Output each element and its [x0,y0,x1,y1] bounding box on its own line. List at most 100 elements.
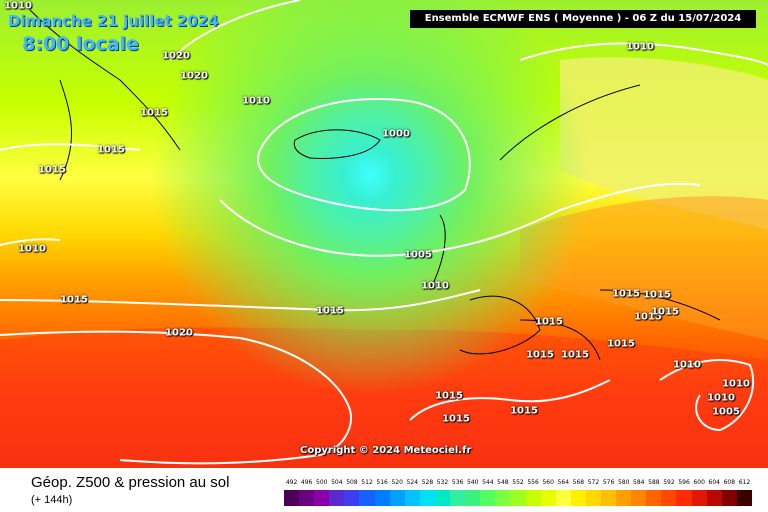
legend-value: 612 [738,479,751,486]
legend-value: 524 [406,479,419,486]
legend-value: 528 [421,479,434,486]
isobar-label: 1015 [442,413,470,425]
legend-value: 596 [678,479,690,486]
isobar-label: 1015 [140,107,168,119]
isobar-label: 1010 [707,392,735,404]
legend-swatch [585,490,601,506]
isobar-label: 1015 [435,390,463,402]
isobar-1010-mid [219,182,701,257]
legend-swatch [706,490,722,506]
isobar-label: 1020 [180,70,208,82]
legend-swatch [691,490,707,506]
legend-swatch [404,490,420,506]
legend-value: 512 [361,479,373,486]
legend-swatch [389,490,405,506]
isobar-1015-mediterranean [409,379,611,421]
isobar-label: 1015 [316,305,344,317]
legend-swatch [450,490,466,506]
legend-value: 588 [648,479,660,486]
legend-swatch [374,490,390,506]
isobar-1020 [0,330,352,465]
legend-swatch [284,490,300,506]
isobar-label: 1010 [722,378,750,390]
isobar-label: 1005 [404,249,432,261]
legend-swatch [525,490,541,506]
europe-coast [429,84,721,361]
low-pressure-center [0,0,768,468]
isobar-label: 1015 [526,349,554,361]
chart-title: Géop. Z500 & pression au sol [31,474,230,491]
model-run-banner: Ensemble ECMWF ENS ( Moyenne ) - 06 Z du… [410,10,756,28]
isobar-label: 1015 [535,316,563,328]
legend-value: 504 [331,479,343,486]
legend-labels: 492 496 500 504 508 512 516 520 524 528 532 536 540 5… [284,479,752,489]
isobar-label: 1015 [651,306,679,318]
pressure-map [0,0,768,468]
legend-value: 604 [708,479,720,486]
legend-value: 492 [285,479,298,486]
legend-value: 544 [482,479,494,486]
legend-value: 580 [617,479,630,486]
isobar-label: 1005 [712,406,740,418]
isobar-label: 1010 [4,0,32,12]
isobar-label: 1010 [673,359,701,371]
legend-value: 500 [316,479,328,486]
forecast-date: Dimanche 21 juillet 2024 [8,12,219,30]
legend-swatch [359,490,375,506]
legend-swatch [434,490,451,506]
legend-value: 536 [451,479,464,486]
isobar-label: 1015 [510,405,538,417]
isobar-1010-east [659,359,755,432]
legend-value: 496 [300,479,313,486]
forecast-range: (+ 144h) [31,494,73,506]
isobar-label: 1015 [643,289,671,301]
isobar-1000 [257,98,471,212]
legend-value: 592 [663,479,675,486]
legend-swatch [314,490,330,506]
legend-value: 540 [466,479,479,486]
legend-swatch [344,490,360,506]
legend-value: 548 [497,479,509,486]
iceland-coast [293,129,381,159]
legend-swatch [329,490,345,506]
legend-swatch [721,490,737,506]
legend-value: 600 [693,479,705,486]
legend-swatch [600,490,617,506]
isobar-label: 1020 [162,50,190,62]
legend-swatch [540,490,556,506]
legend-swatch [495,490,511,506]
isobar-label: 1015 [38,164,66,176]
legend-value: 560 [542,479,554,486]
isobar-1010-north [169,0,768,66]
legend-value: 568 [572,479,585,486]
isobar-label: 1010 [242,95,270,107]
greenland-coast [29,9,181,181]
isobar-label: 1015 [607,338,635,350]
forecast-time: 8:00 locale [22,33,139,55]
legend-swatch [299,490,315,506]
isobar-label: 1015 [561,349,589,361]
legend-swatch [480,490,496,506]
legend-swatch [646,490,662,506]
legend-swatch [419,490,435,506]
legend-swatch [676,490,692,506]
isobar-label: 1015 [612,288,640,300]
isobar-label: 1010 [421,280,449,292]
legend-value: 584 [633,479,645,486]
legend-swatch [616,490,632,506]
legend-value: 516 [376,479,388,486]
legend-value: 508 [346,479,358,486]
isobar-label: 1015 [60,294,88,306]
isobar-label: 1015 [634,311,662,323]
isobar-label: 1010 [18,243,46,255]
legend-value: 576 [602,479,615,486]
isobar-label: 1000 [382,128,410,140]
legend-value: 572 [587,479,600,486]
legend-value: 520 [391,479,403,486]
color-scale-legend [284,490,752,506]
isobar-label: 1015 [97,144,125,156]
isobar-1015 [0,143,481,312]
isobar-label: 1020 [165,327,193,339]
copyright-text: Copyright © 2024 Meteociel.fr [300,445,472,456]
